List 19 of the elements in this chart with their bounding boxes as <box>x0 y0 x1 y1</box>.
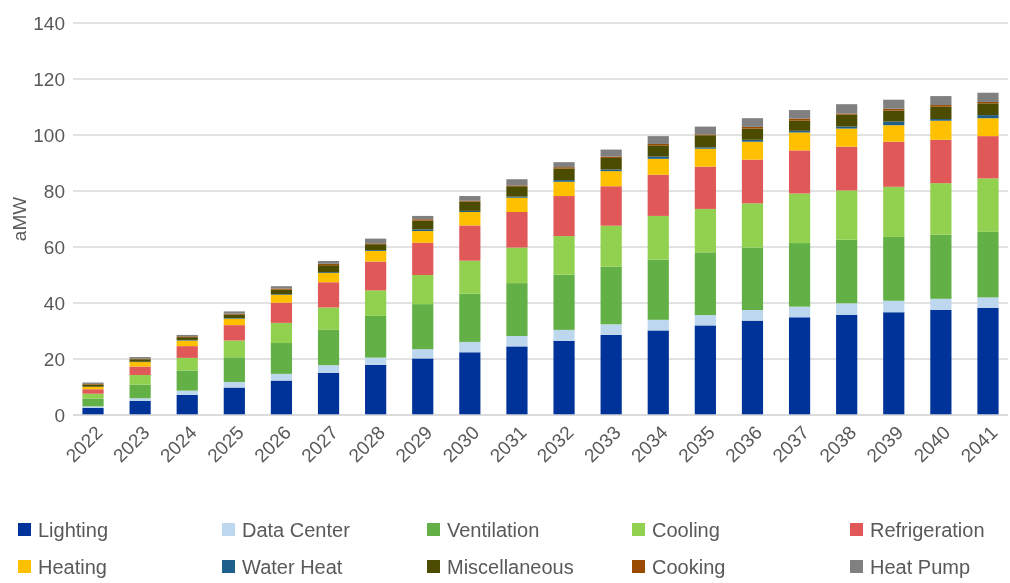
legend-label: Heating <box>38 556 107 578</box>
legend-label: Refrigeration <box>870 519 985 541</box>
y-tick-label: 140 <box>33 12 65 34</box>
legend-label: Cooking <box>652 556 726 578</box>
y-tick-label: 80 <box>43 180 65 202</box>
y-tick-label: 20 <box>43 348 65 370</box>
y-tick-label: 100 <box>33 124 65 146</box>
y-axis-title: aMW <box>9 196 30 242</box>
legend-label: Cooling <box>652 519 720 541</box>
y-tick-label: 40 <box>43 292 65 314</box>
legend-label: Data Center <box>242 519 351 541</box>
legend-label: Ventilation <box>447 519 540 541</box>
y-tick-label: 0 <box>54 404 65 426</box>
legend-label: Miscellaneous <box>447 556 574 578</box>
legend-label: Lighting <box>38 519 109 541</box>
legend-label: Water Heat <box>242 556 343 578</box>
legend-label: Heat Pump <box>870 556 971 578</box>
y-tick-label: 120 <box>33 68 65 90</box>
y-tick-label: 60 <box>43 236 65 258</box>
